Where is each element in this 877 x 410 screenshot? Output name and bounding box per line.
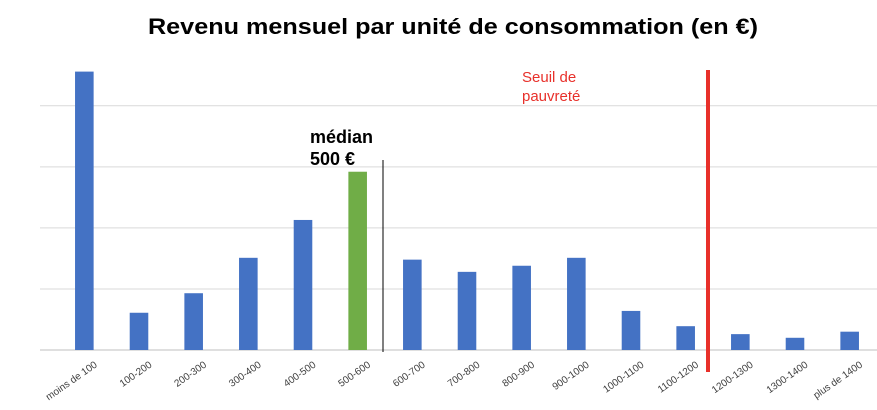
bar <box>348 171 367 350</box>
x-tick-label: 300-400 <box>227 359 264 389</box>
x-tick-label: 800-900 <box>501 359 538 389</box>
x-tick-label: 1000-1100 <box>601 359 646 395</box>
bar <box>676 326 695 350</box>
bar <box>567 257 586 350</box>
x-tick-label: moins de 100 <box>44 359 100 403</box>
bar <box>457 271 477 350</box>
bar <box>75 71 94 350</box>
x-tick-label: 1200-1300 <box>710 359 756 396</box>
annotation-text: pauvreté <box>522 88 580 105</box>
bar <box>785 337 805 350</box>
bar <box>731 334 750 350</box>
bar <box>184 293 203 350</box>
x-tick-label: 400-500 <box>282 359 319 389</box>
bar <box>840 331 859 350</box>
bar <box>512 265 531 350</box>
bar <box>621 310 641 350</box>
x-tick-label: 600-700 <box>391 359 428 389</box>
bar <box>239 257 258 350</box>
x-tick-label: 1100-1200 <box>656 359 701 395</box>
x-tick-label: plus de 1400 <box>812 359 866 401</box>
bar <box>129 312 149 350</box>
x-tick-label: 700-800 <box>446 359 483 389</box>
annotation-text: Seuil de <box>522 69 576 86</box>
x-tick-label: 1300-1400 <box>765 359 811 396</box>
x-tick-label: 200-300 <box>173 359 210 389</box>
x-tick-label: 100-200 <box>118 359 155 389</box>
bar <box>403 259 422 350</box>
annotation-text: médian <box>310 127 373 147</box>
bar <box>293 219 313 350</box>
chart-title: Revenu mensuel par unité de consommation… <box>148 14 758 39</box>
annotation-text: 500 € <box>310 149 355 169</box>
x-tick-label: 500-600 <box>337 359 374 389</box>
x-tick-label: 900-1000 <box>551 359 592 393</box>
